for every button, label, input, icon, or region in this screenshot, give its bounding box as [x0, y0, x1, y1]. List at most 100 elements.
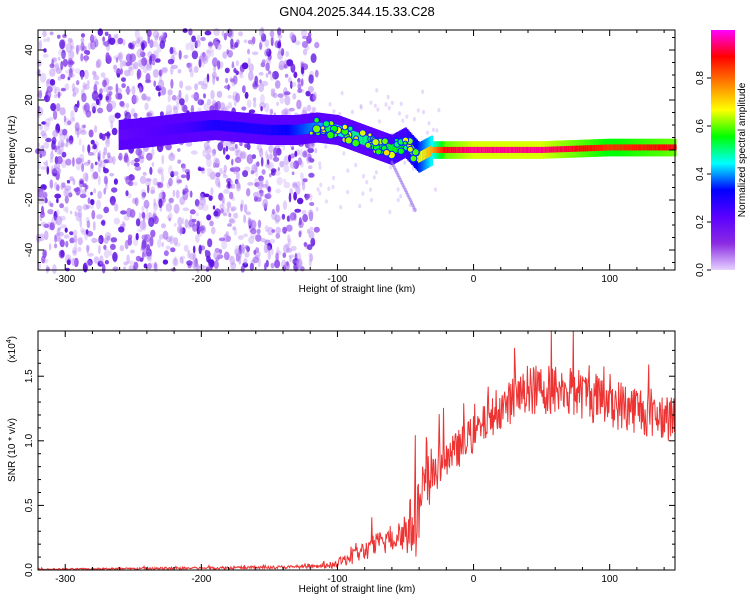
- noise-speck: [301, 88, 305, 93]
- noise-speck: [203, 103, 210, 111]
- noise-speck: [59, 239, 65, 248]
- noise-speck: [180, 163, 186, 169]
- noise-speck: [141, 211, 146, 219]
- noise-speck: [257, 219, 262, 229]
- noise-speck: [72, 92, 77, 97]
- track-core: [351, 130, 354, 141]
- noise-speck: [303, 242, 308, 247]
- noise-speck: [268, 144, 275, 154]
- snr-frame: [37, 330, 676, 571]
- noise-speck: [81, 144, 85, 153]
- noise-speck: [230, 78, 235, 83]
- noise-speck: [309, 202, 315, 206]
- noise-speck: [112, 155, 116, 165]
- noise-speck: [169, 46, 174, 55]
- noise-speck: [135, 218, 141, 227]
- noise-speck: [208, 258, 212, 265]
- noise-speck: [83, 102, 90, 113]
- track-core: [141, 127, 145, 139]
- noise-speck: [79, 218, 82, 228]
- track-core: [200, 121, 203, 132]
- track-core: [294, 124, 297, 136]
- noise-speck: [263, 243, 269, 254]
- track-core: [532, 146, 535, 153]
- noise-speck: [307, 38, 312, 43]
- noise-speck: [72, 87, 79, 95]
- noise-speck: [66, 138, 69, 143]
- noise-speck: [110, 237, 118, 243]
- noise-speck: [219, 167, 223, 175]
- noise-speck: [52, 264, 57, 275]
- noise-speck: [240, 244, 245, 254]
- noise-speck: [254, 75, 259, 86]
- noise-speck: [59, 39, 66, 50]
- track-core: [484, 146, 488, 153]
- noise-speck: [219, 203, 224, 209]
- noise-speck: [269, 71, 275, 81]
- noise-speck: [173, 171, 179, 176]
- noise-speck: [318, 161, 322, 166]
- noise-speck: [285, 51, 290, 57]
- track-core: [604, 144, 608, 151]
- noise-speck: [157, 182, 164, 189]
- noise-speck: [115, 92, 121, 100]
- noise-speck: [212, 75, 216, 85]
- track-core: [211, 120, 214, 131]
- noise-speck: [232, 226, 237, 231]
- noise-speck: [134, 165, 142, 171]
- noise-speck: [227, 50, 234, 58]
- noise-speck: [131, 40, 137, 46]
- noise-speck: [108, 114, 116, 124]
- track-core: [228, 121, 232, 132]
- noise-speck: [58, 231, 64, 237]
- noise-speck: [43, 38, 47, 43]
- noise-speck: [47, 209, 54, 215]
- noise-speck: [131, 175, 136, 181]
- noise-speck: [43, 122, 50, 132]
- noise-speck: [115, 33, 119, 39]
- noise-speck: [139, 85, 142, 94]
- noise-speck: [300, 29, 308, 37]
- noise-speck: [150, 186, 156, 194]
- track-core: [475, 146, 478, 153]
- track-core: [306, 123, 310, 134]
- noise-speck: [244, 91, 249, 99]
- track-core: [246, 122, 250, 134]
- noise-speck: [96, 199, 101, 210]
- noise-speck: [109, 100, 117, 110]
- noise-speck: [290, 63, 296, 73]
- noise-speck: [238, 31, 244, 37]
- colorbar-tick-label: 0.6: [695, 119, 706, 133]
- noise-speck: [199, 197, 206, 206]
- noise-speck: [243, 258, 248, 265]
- noise-speck: [69, 118, 73, 125]
- track-core: [250, 123, 254, 134]
- noise-speck: [267, 250, 271, 260]
- noise-speck: [43, 141, 50, 149]
- noise-speck: [64, 195, 69, 204]
- noise-speck: [141, 191, 147, 198]
- noise-speck: [107, 152, 111, 159]
- noise-speck: [67, 37, 73, 44]
- noise-speck: [175, 189, 180, 199]
- noise-speck: [288, 254, 295, 258]
- noise-speck: [59, 203, 64, 209]
- noise-speck: [98, 234, 104, 245]
- noise-speck: [117, 37, 124, 45]
- track-core: [521, 146, 525, 153]
- noise-speck: [85, 173, 89, 183]
- noise-speck: [232, 95, 235, 101]
- noise-speck: [78, 138, 82, 146]
- track-blob: [308, 130, 314, 136]
- noise-speck: [226, 28, 233, 37]
- track-core: [292, 124, 296, 136]
- noise-speck: [63, 115, 67, 123]
- noise-speck: [342, 151, 346, 156]
- noise-speck: [235, 92, 241, 103]
- noise-speck: [292, 183, 298, 189]
- noise-speck: [281, 213, 286, 220]
- noise-speck: [290, 80, 293, 89]
- noise-speck: [70, 45, 75, 50]
- noise-speck: [71, 257, 76, 267]
